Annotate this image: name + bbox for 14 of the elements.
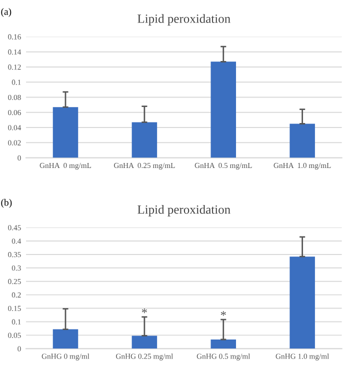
chart-title: Lipid peroxidation: [138, 204, 230, 216]
text: (b): [1, 198, 12, 208]
bar: [210, 340, 236, 349]
bar: [290, 124, 315, 158]
annotation: *: [142, 308, 147, 314]
bar: [52, 329, 78, 349]
bar: [290, 256, 315, 349]
bar: [210, 62, 236, 158]
chart-title: Lipid peroxidation: [138, 14, 230, 26]
bar: [52, 107, 78, 158]
bar: [132, 336, 158, 349]
annotation: *: [220, 311, 226, 316]
text: (a): [1, 8, 12, 17]
bar: [132, 122, 158, 158]
